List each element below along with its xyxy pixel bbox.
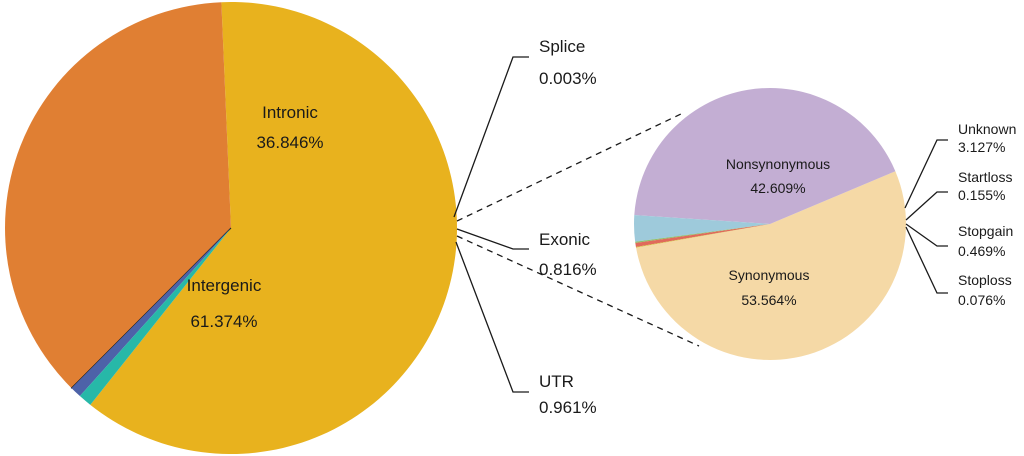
- slice-stopgain: [635, 224, 770, 247]
- unknown-value: 3.127%: [958, 139, 1005, 155]
- startloss-name: Startloss: [958, 169, 1012, 185]
- main-pie: [5, 2, 458, 455]
- synonymous-value: 53.564%: [741, 292, 796, 308]
- intronic-value: 36.846%: [256, 133, 323, 152]
- stopgain-name: Stopgain: [958, 223, 1013, 239]
- stopgain-value: 0.469%: [958, 243, 1005, 259]
- connectors: [453, 56, 948, 393]
- startloss-leader-line: [905, 191, 948, 221]
- slice-startloss: [635, 224, 770, 244]
- slice-utr: [79, 228, 231, 405]
- splice-leader-line: [453, 56, 529, 218]
- stoploss-value: 0.076%: [958, 292, 1005, 308]
- exonic-leader-line: [456, 228, 529, 250]
- unknown-name: Unknown: [958, 121, 1016, 137]
- slice-exonic: [71, 228, 231, 397]
- slice-intronic: [5, 2, 231, 389]
- utr-name: UTR: [539, 372, 574, 391]
- nonsynonymous-value: 42.609%: [750, 180, 805, 196]
- sub-pie: [634, 87, 907, 360]
- nonsynonymous-name: Nonsynonymous: [726, 156, 830, 172]
- intergenic-value: 61.374%: [190, 312, 257, 331]
- unknown-leader-line: [904, 139, 948, 209]
- slice-synonymous: [636, 171, 907, 360]
- stoploss-leader-line: [905, 226, 948, 294]
- slice-intergenic: [90, 2, 458, 455]
- stopgain-leader-line: [905, 223, 948, 247]
- slice-nonsynonymous: [634, 87, 896, 224]
- utr-leader-line: [455, 241, 529, 393]
- intergenic-name: Intergenic: [187, 276, 262, 295]
- splice-name: Splice: [539, 37, 585, 56]
- synonymous-name: Synonymous: [729, 267, 810, 283]
- projection-line-bottom: [456, 235, 700, 347]
- exonic-name: Exonic: [539, 230, 591, 249]
- utr-value: 0.961%: [539, 398, 597, 417]
- slice-stoploss: [635, 224, 770, 248]
- slice-splice: [70, 227, 232, 389]
- splice-value: 0.003%: [539, 69, 597, 88]
- startloss-value: 0.155%: [958, 187, 1005, 203]
- exonic-value: 0.816%: [539, 260, 597, 279]
- stoploss-name: Stoploss: [958, 272, 1012, 288]
- projection-line-top: [456, 112, 684, 222]
- intronic-name: Intronic: [262, 103, 318, 122]
- slice-unknown: [634, 215, 770, 242]
